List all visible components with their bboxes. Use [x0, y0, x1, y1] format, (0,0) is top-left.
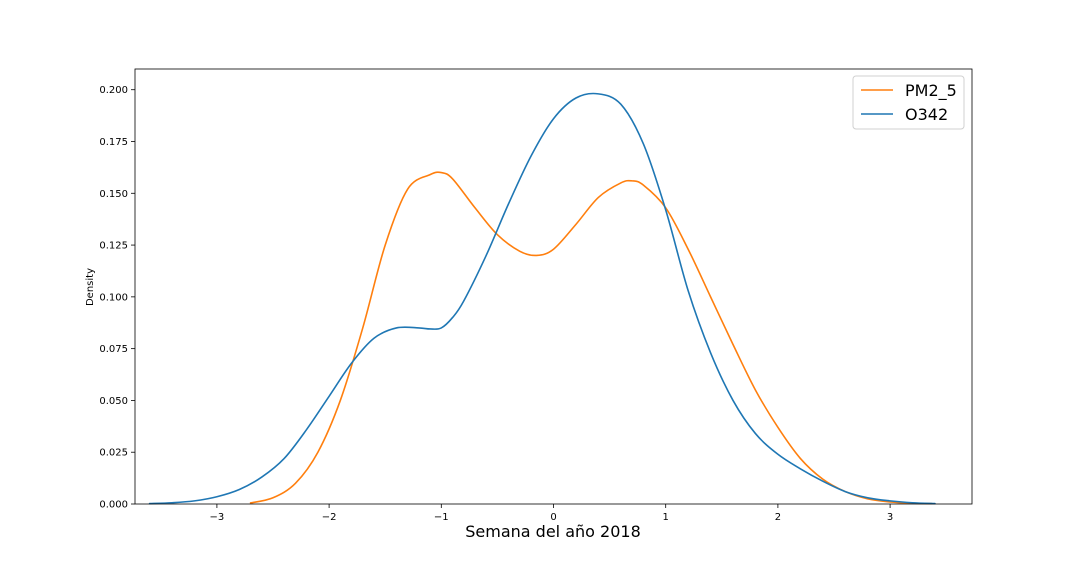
x-tick-label: −1 [434, 512, 449, 523]
legend-label-pm2-5: PM2_5 [905, 81, 957, 101]
y-tick-label: 0.050 [99, 396, 128, 407]
x-tick-label: −2 [322, 512, 337, 523]
y-tick-label: 0.075 [99, 344, 128, 355]
x-tick-label: 2 [775, 512, 781, 523]
x-tick-label: −3 [210, 512, 225, 523]
y-tick-label: 0.125 [99, 241, 128, 252]
y-tick-label: 0.000 [99, 500, 128, 511]
x-tick-label: 3 [887, 512, 893, 523]
series-layer [148, 92, 936, 505]
x-axis-label: Semana del año 2018 [465, 522, 641, 541]
y-tick-label: 0.150 [99, 189, 128, 200]
x-axis-ticks: −3 −2 −1 0 1 2 3 [210, 504, 893, 523]
legend: PM2_5 O342 [852, 75, 965, 130]
x-tick-label: 1 [663, 512, 669, 523]
x-tick-label: 0 [550, 512, 556, 523]
y-tick-label: 0.200 [99, 85, 128, 96]
y-tick-label: 0.100 [99, 292, 128, 303]
series-line-pm2-5 [249, 171, 933, 505]
y-axis-label: Density [85, 268, 96, 306]
y-tick-label: 0.175 [99, 137, 128, 148]
series-line-o342 [148, 92, 936, 505]
plot-frame [134, 68, 973, 505]
legend-label-o342: O342 [905, 105, 948, 124]
y-axis-ticks: 0.000 0.025 0.050 0.075 0.100 0.125 0.150 0.175… [99, 85, 135, 511]
y-tick-label: 0.025 [99, 448, 128, 459]
plot-background [135, 69, 972, 504]
